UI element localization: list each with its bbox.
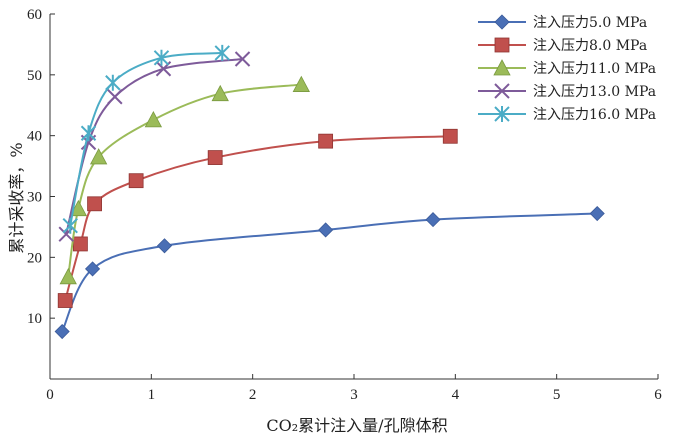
x-tick-label: 0 — [46, 387, 54, 403]
data-point — [107, 89, 123, 105]
series-4 — [58, 51, 251, 242]
x-axis-title: CO₂累计注入量/孔隙体积 — [266, 416, 447, 435]
data-point — [87, 196, 102, 212]
legend-item: 注入压力16.0 MPa — [478, 106, 656, 123]
legend-label: 注入压力5.0 MPa — [533, 15, 647, 31]
data-point — [214, 44, 230, 61]
axes: 0 1 2 3 4 5 6 10 20 30 40 50 60 — [27, 7, 662, 403]
legend-item: 注入压力8.0 MPa — [478, 37, 647, 54]
data-point — [59, 267, 77, 285]
data-point — [156, 238, 173, 254]
x-tick-label: 3 — [350, 387, 358, 403]
data-point — [105, 74, 121, 91]
y-tick-label: 20 — [27, 250, 42, 266]
data-point — [89, 148, 108, 165]
data-point — [318, 222, 334, 238]
legend-item: 注入压力5.0 MPa — [478, 14, 647, 31]
data-point — [318, 133, 334, 149]
legend-label: 注入压力13.0 MPa — [533, 84, 656, 100]
y-tick-label: 10 — [27, 311, 42, 327]
y-tick-label: 40 — [27, 129, 42, 145]
x-tick-label: 2 — [249, 387, 257, 403]
legend-item: 注入压力11.0 MPa — [478, 59, 656, 77]
data-point — [211, 84, 229, 102]
data-point — [234, 51, 251, 67]
data-point — [128, 173, 144, 189]
x-tick-label: 5 — [553, 387, 561, 403]
data-point — [589, 205, 605, 222]
y-tick-label: 50 — [27, 68, 42, 84]
data-point — [62, 217, 78, 234]
series-layer — [54, 44, 605, 340]
data-point — [425, 212, 441, 228]
data-point — [442, 128, 458, 144]
series-1 — [54, 205, 605, 340]
y-axis-title: 累计采收率，% — [7, 142, 26, 253]
data-point — [73, 236, 88, 252]
x-tick-label: 6 — [654, 387, 662, 403]
legend-label: 注入压力8.0 MPa — [533, 38, 647, 54]
legend-swatch-marker — [494, 14, 510, 30]
data-point — [57, 293, 73, 308]
legend-swatch-marker — [494, 83, 510, 99]
series-3 — [59, 75, 310, 285]
legend-swatch-marker — [494, 106, 510, 122]
data-point — [153, 49, 170, 66]
legend-swatch-marker — [494, 37, 510, 53]
data-point — [144, 110, 163, 128]
legend-label: 注入压力16.0 MPa — [533, 107, 656, 123]
series-2 — [57, 128, 458, 308]
y-tick-label: 60 — [27, 7, 42, 23]
legend-label: 注入压力11.0 MPa — [533, 61, 656, 77]
series-line — [67, 83, 302, 277]
x-tick-label: 4 — [452, 387, 460, 403]
data-point — [84, 261, 101, 277]
data-point — [54, 323, 70, 340]
data-point — [292, 75, 310, 92]
legend: 注入压力5.0 MPa 注入压力8.0 MPa 注入压力11.0 MPa 注入压力13… — [478, 14, 656, 123]
legend-item: 注入压力13.0 MPa — [478, 83, 656, 100]
legend-swatch-marker — [493, 59, 511, 76]
series-line — [64, 135, 451, 301]
y-tick-label: 30 — [27, 190, 42, 206]
data-point — [207, 150, 223, 165]
data-point — [80, 125, 97, 142]
x-tick-label: 1 — [148, 387, 156, 403]
series-5 — [62, 44, 230, 234]
